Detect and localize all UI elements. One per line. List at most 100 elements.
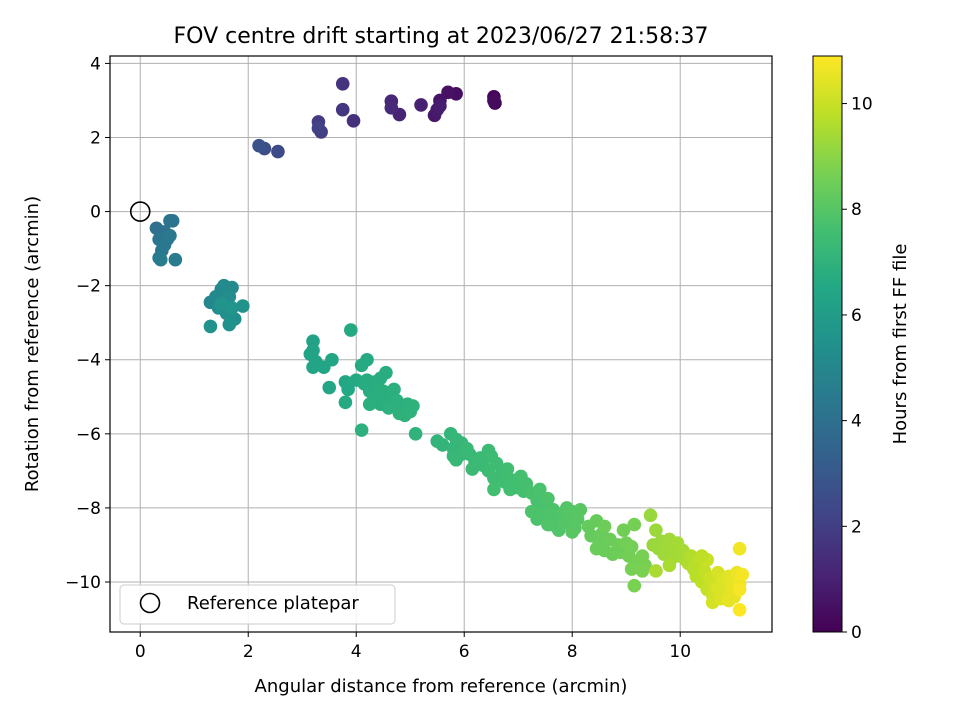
data-point bbox=[303, 347, 318, 361]
data-point bbox=[435, 438, 450, 452]
data-point bbox=[225, 301, 239, 315]
data-point bbox=[381, 401, 396, 415]
data-point bbox=[627, 578, 642, 593]
y-tick-label: 2 bbox=[90, 128, 101, 148]
x-tick-label: 2 bbox=[243, 642, 254, 662]
colorbar-tick-label: 4 bbox=[851, 412, 862, 432]
data-point bbox=[543, 508, 558, 523]
data-point bbox=[346, 114, 361, 128]
data-point bbox=[627, 517, 642, 532]
data-point bbox=[649, 523, 663, 537]
data-point bbox=[722, 593, 736, 608]
x-tick-label: 8 bbox=[567, 642, 578, 662]
data-point bbox=[384, 101, 399, 115]
chart-title: FOV centre drift starting at 2023/06/27 … bbox=[174, 24, 709, 49]
data-point bbox=[311, 121, 326, 136]
y-tick-label: −8 bbox=[76, 499, 101, 519]
data-point bbox=[503, 482, 517, 497]
data-point bbox=[252, 138, 266, 153]
x-axis-label: Angular distance from reference (arcmin) bbox=[255, 676, 628, 697]
x-tick-label: 0 bbox=[135, 642, 146, 662]
x-tick-label: 10 bbox=[669, 642, 691, 662]
data-point bbox=[338, 395, 353, 410]
data-point bbox=[387, 382, 401, 397]
data-point bbox=[203, 319, 218, 334]
data-point bbox=[662, 558, 677, 573]
data-point bbox=[608, 545, 623, 560]
data-point bbox=[214, 297, 229, 311]
data-point bbox=[616, 523, 631, 537]
data-point bbox=[624, 540, 639, 554]
data-point bbox=[573, 502, 588, 517]
data-point bbox=[153, 252, 168, 267]
data-point bbox=[732, 602, 747, 617]
data-point bbox=[168, 252, 183, 267]
data-point bbox=[379, 365, 393, 380]
data-point bbox=[597, 519, 612, 534]
colorbar-tick-label: 0 bbox=[851, 623, 862, 643]
y-tick-label: 4 bbox=[90, 54, 101, 74]
data-point bbox=[589, 541, 604, 556]
data-point bbox=[732, 541, 747, 556]
data-point bbox=[541, 491, 555, 506]
data-point bbox=[408, 427, 423, 441]
data-point bbox=[695, 549, 709, 563]
legend-label: Reference platepar bbox=[187, 593, 359, 614]
colorbar-tick-label: 6 bbox=[851, 306, 862, 326]
points-layer bbox=[149, 76, 750, 617]
y-tick-label: −10 bbox=[65, 573, 101, 593]
data-point bbox=[325, 352, 339, 367]
data-point bbox=[565, 525, 580, 539]
data-point bbox=[433, 99, 447, 113]
y-axis-ticks: −10 −8 −6 −4 −2 0 2 4 bbox=[65, 54, 110, 593]
colorbar-tick-label: 8 bbox=[851, 200, 862, 220]
data-point bbox=[403, 404, 418, 419]
data-point bbox=[271, 144, 285, 159]
colorbar-label: Hours from first FF file bbox=[890, 244, 911, 445]
data-point bbox=[306, 360, 320, 374]
data-point bbox=[354, 423, 369, 437]
colorbar: 0 2 4 6 8 10 Hours from first FF file bbox=[812, 55, 911, 643]
colorbar-ticks: 0 2 4 6 8 10 bbox=[842, 95, 873, 643]
data-point bbox=[163, 228, 177, 243]
data-point bbox=[533, 482, 547, 497]
data-point bbox=[624, 562, 639, 576]
data-point bbox=[322, 380, 337, 395]
legend: Reference platepar bbox=[119, 584, 396, 625]
y-tick-label: 0 bbox=[90, 203, 101, 223]
data-point bbox=[735, 567, 750, 582]
y-tick-label: −2 bbox=[76, 277, 101, 297]
data-point bbox=[371, 380, 385, 395]
data-point bbox=[465, 462, 480, 476]
data-point bbox=[649, 564, 663, 578]
data-point bbox=[500, 462, 515, 476]
data-point bbox=[236, 299, 250, 313]
y-tick-label: −4 bbox=[76, 351, 101, 371]
x-tick-label: 4 bbox=[351, 642, 362, 662]
data-point bbox=[344, 323, 358, 337]
data-point bbox=[732, 582, 747, 597]
data-point bbox=[341, 382, 355, 397]
plot-frame bbox=[109, 55, 773, 633]
data-point bbox=[362, 397, 377, 411]
data-point bbox=[524, 504, 539, 519]
data-point bbox=[360, 352, 374, 367]
data-point bbox=[222, 317, 237, 332]
colorbar-gradient bbox=[812, 55, 843, 633]
data-point bbox=[487, 93, 501, 108]
x-axis-ticks: 0 2 4 6 8 10 bbox=[135, 632, 691, 662]
colorbar-tick-label: 10 bbox=[851, 95, 873, 115]
y-tick-label: −6 bbox=[76, 425, 101, 445]
data-point bbox=[635, 564, 650, 578]
data-point bbox=[335, 76, 350, 91]
data-point bbox=[449, 452, 463, 467]
data-point bbox=[487, 482, 501, 497]
data-point bbox=[711, 582, 725, 597]
colorbar-tick-label: 2 bbox=[851, 517, 862, 537]
reference-marker bbox=[129, 201, 151, 222]
data-point bbox=[165, 214, 180, 228]
legend-marker bbox=[139, 592, 161, 614]
data-point bbox=[643, 508, 658, 523]
data-point bbox=[414, 98, 428, 112]
